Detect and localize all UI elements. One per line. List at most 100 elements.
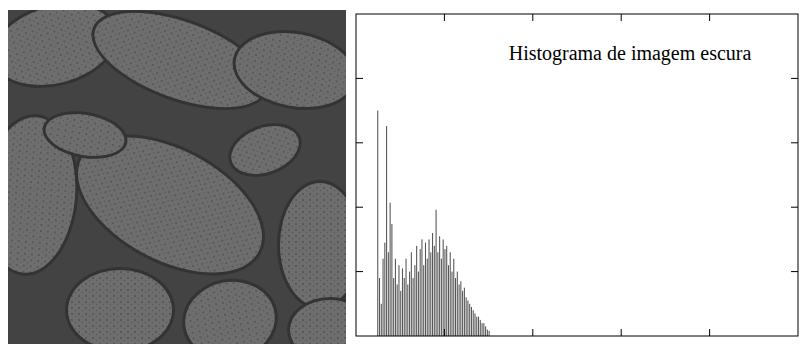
hist-bar xyxy=(425,243,426,336)
hist-bar xyxy=(418,272,419,336)
hist-bar xyxy=(420,249,421,336)
hist-bar xyxy=(464,288,465,336)
hist-bar xyxy=(434,246,435,336)
hist-bar xyxy=(485,326,486,336)
hist-bar xyxy=(406,259,407,336)
grain-shadow xyxy=(221,114,310,187)
hist-bar xyxy=(439,236,440,336)
plot-frame xyxy=(356,14,798,336)
grain xyxy=(230,24,346,116)
hist-bar xyxy=(383,259,384,336)
hist-bar xyxy=(436,210,437,336)
hist-bar xyxy=(391,224,392,336)
hist-bar xyxy=(384,243,385,336)
hist-bar xyxy=(423,265,424,336)
hist-bar xyxy=(427,259,428,336)
hist-bar xyxy=(462,291,463,336)
grain-shadow xyxy=(176,271,285,344)
hist-bar xyxy=(448,265,449,336)
hist-bar xyxy=(393,278,394,336)
hist-bar xyxy=(451,272,452,336)
hist-bar xyxy=(437,252,438,336)
hist-bar xyxy=(379,278,380,336)
x-tick xyxy=(444,329,445,336)
y-tick xyxy=(356,207,363,208)
hist-bar xyxy=(414,265,415,336)
y-tick xyxy=(356,142,363,143)
photo xyxy=(8,10,346,344)
canvas: Histograma de imagem escura xyxy=(0,0,808,344)
plot-bg xyxy=(356,14,798,336)
hist-bar xyxy=(471,307,472,336)
x-tick-top xyxy=(532,14,533,21)
hist-bar xyxy=(421,239,422,336)
y-tick-right xyxy=(791,78,798,79)
hist-bar xyxy=(411,252,412,336)
hist-bar xyxy=(482,323,483,336)
hist-bar xyxy=(480,320,481,336)
hist-bar xyxy=(416,246,417,336)
y-tick-right xyxy=(791,207,798,208)
hist-bar xyxy=(478,317,479,336)
hist-bar xyxy=(450,252,451,336)
page: Histograma de imagem escura xyxy=(0,0,808,344)
hist-bar xyxy=(407,284,408,336)
hist-bar xyxy=(402,268,403,336)
grain xyxy=(290,300,346,344)
x-tick xyxy=(709,329,710,336)
hist-bar xyxy=(453,259,454,336)
hist-bar xyxy=(441,259,442,336)
hist-bar xyxy=(487,330,488,336)
x-tick xyxy=(621,329,622,336)
hist-bar xyxy=(409,272,410,336)
hist-bar xyxy=(467,301,468,336)
y-tick-right xyxy=(791,142,798,143)
grain-shadow xyxy=(39,105,132,165)
hist-bar xyxy=(446,246,447,336)
x-tick-top xyxy=(444,14,445,21)
hist-bar xyxy=(395,259,396,336)
x-tick-top xyxy=(709,14,710,21)
grain-shadow xyxy=(226,21,346,120)
hist-bar xyxy=(483,323,484,336)
hist-bar xyxy=(469,304,470,336)
hist-bar xyxy=(473,310,474,336)
hist-bar xyxy=(397,284,398,336)
hist-bar xyxy=(476,317,477,336)
grain-shadow xyxy=(65,267,175,344)
hist-bar xyxy=(443,239,444,336)
grain-shadow xyxy=(287,297,346,344)
hist-bar xyxy=(377,111,378,336)
hist-bar xyxy=(489,331,490,336)
hist-bar xyxy=(457,272,458,336)
grain xyxy=(280,183,346,307)
hist-bar xyxy=(390,203,391,336)
hist-bar xyxy=(400,291,401,336)
hist-bar xyxy=(430,252,431,336)
bars xyxy=(377,111,489,336)
grain xyxy=(42,108,128,161)
hist-bar xyxy=(413,278,414,336)
hist-bar xyxy=(474,313,475,336)
grain xyxy=(225,117,306,182)
hist-bar xyxy=(459,284,460,336)
hist-bar xyxy=(460,281,461,336)
x-tick xyxy=(532,329,533,336)
y-tick-right xyxy=(791,271,798,272)
y-tick xyxy=(356,271,363,272)
grain xyxy=(179,275,281,344)
hist-bar xyxy=(381,304,382,336)
grain-shadow xyxy=(277,180,346,310)
hist-bar xyxy=(432,233,433,336)
hist-bar xyxy=(455,278,456,336)
x-tick-top xyxy=(621,14,622,21)
hist-bar xyxy=(404,278,405,336)
y-tick xyxy=(356,78,363,79)
hist-bar xyxy=(428,239,429,336)
hist-bar xyxy=(386,126,387,336)
hist-bar xyxy=(388,252,389,336)
grain xyxy=(68,270,172,344)
hist-bar xyxy=(466,297,467,336)
chart-title: Histograma de imagem escura xyxy=(509,42,752,65)
hist-bar xyxy=(444,249,445,336)
